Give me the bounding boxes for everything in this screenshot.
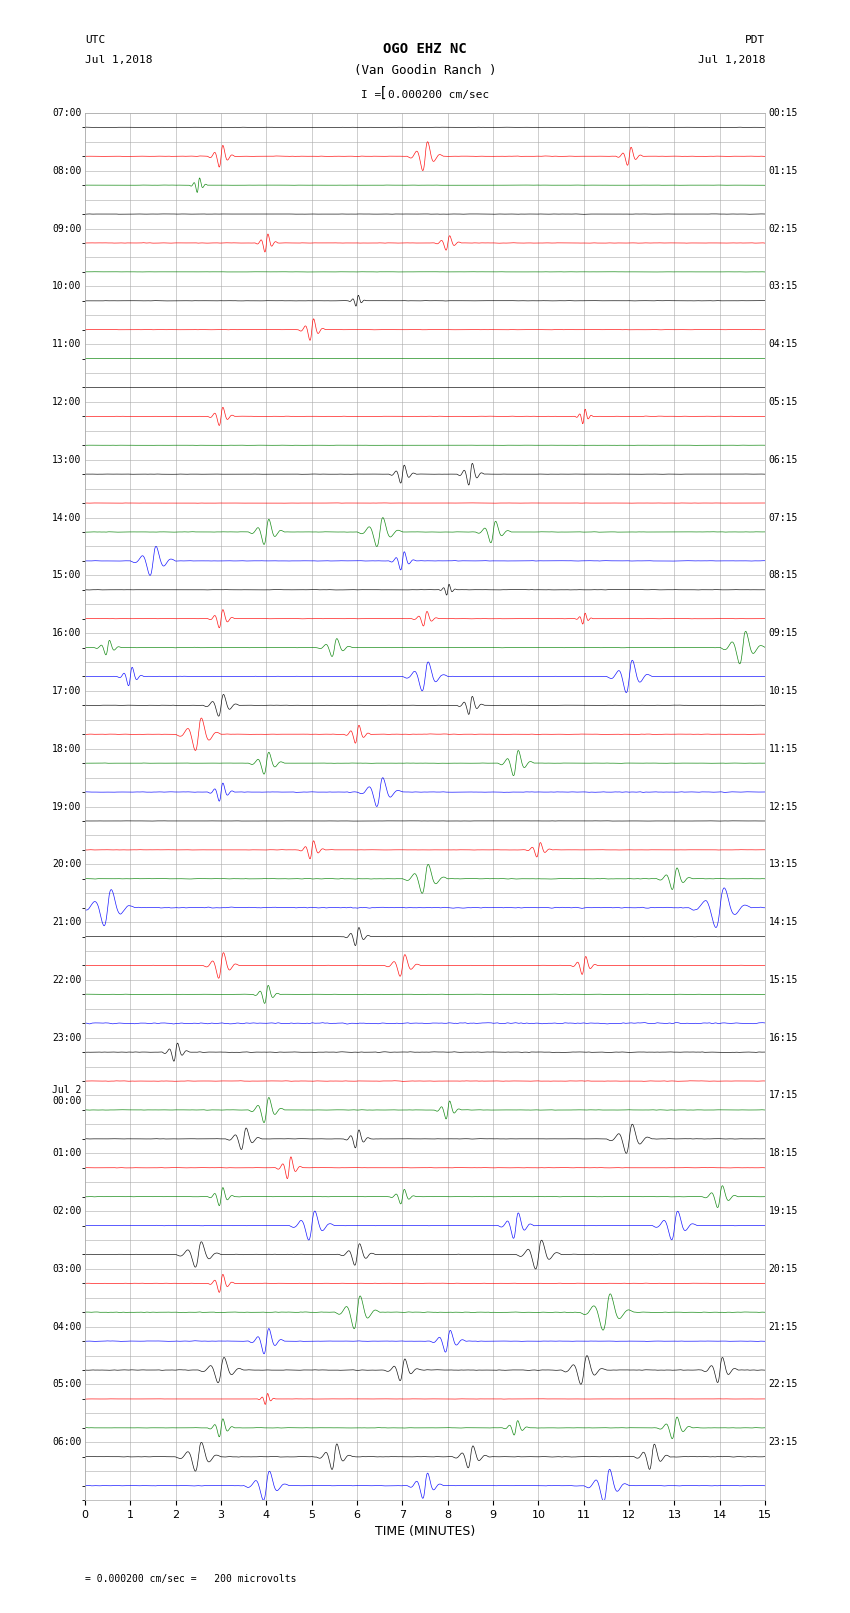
Text: 22:15: 22:15 [768, 1379, 798, 1389]
Text: [: [ [378, 85, 387, 100]
Text: UTC: UTC [85, 35, 105, 45]
Text: 16:00: 16:00 [52, 627, 82, 639]
Text: 01:15: 01:15 [768, 166, 798, 176]
Text: 21:00: 21:00 [52, 918, 82, 927]
Text: 03:00: 03:00 [52, 1265, 82, 1274]
Text: 16:15: 16:15 [768, 1032, 798, 1042]
Text: 14:00: 14:00 [52, 513, 82, 523]
Text: 21:15: 21:15 [768, 1321, 798, 1332]
Text: 07:00: 07:00 [52, 108, 82, 118]
Text: 10:15: 10:15 [768, 686, 798, 695]
Text: (Van Goodin Ranch ): (Van Goodin Ranch ) [354, 65, 496, 77]
Text: 13:15: 13:15 [768, 860, 798, 869]
Text: 23:00: 23:00 [52, 1032, 82, 1042]
Text: 20:15: 20:15 [768, 1265, 798, 1274]
Text: 08:00: 08:00 [52, 166, 82, 176]
Text: PDT: PDT [745, 35, 765, 45]
Text: 18:15: 18:15 [768, 1148, 798, 1158]
Text: 10:00: 10:00 [52, 281, 82, 292]
Text: 23:15: 23:15 [768, 1437, 798, 1447]
Text: 19:00: 19:00 [52, 802, 82, 811]
Text: 13:00: 13:00 [52, 455, 82, 465]
Text: 20:00: 20:00 [52, 860, 82, 869]
Text: 09:15: 09:15 [768, 627, 798, 639]
Text: = 0.000200 cm/sec =   200 microvolts: = 0.000200 cm/sec = 200 microvolts [85, 1574, 297, 1584]
Text: 15:15: 15:15 [768, 974, 798, 986]
Text: Jul 1,2018: Jul 1,2018 [85, 55, 152, 65]
Text: 17:15: 17:15 [768, 1090, 798, 1100]
Text: I = 0.000200 cm/sec: I = 0.000200 cm/sec [361, 90, 489, 100]
Text: 04:15: 04:15 [768, 339, 798, 348]
Text: 11:00: 11:00 [52, 339, 82, 348]
Text: 06:00: 06:00 [52, 1437, 82, 1447]
Text: 14:15: 14:15 [768, 918, 798, 927]
Text: 01:00: 01:00 [52, 1148, 82, 1158]
Text: 19:15: 19:15 [768, 1207, 798, 1216]
Text: 00:15: 00:15 [768, 108, 798, 118]
Text: 06:15: 06:15 [768, 455, 798, 465]
Text: 08:15: 08:15 [768, 571, 798, 581]
Text: 15:00: 15:00 [52, 571, 82, 581]
Text: 07:15: 07:15 [768, 513, 798, 523]
Text: 05:15: 05:15 [768, 397, 798, 406]
Text: Jul 1,2018: Jul 1,2018 [698, 55, 765, 65]
Text: 04:00: 04:00 [52, 1321, 82, 1332]
Text: 02:15: 02:15 [768, 224, 798, 234]
Text: 22:00: 22:00 [52, 974, 82, 986]
Text: 03:15: 03:15 [768, 281, 798, 292]
X-axis label: TIME (MINUTES): TIME (MINUTES) [375, 1526, 475, 1539]
Text: 17:00: 17:00 [52, 686, 82, 695]
Text: 18:00: 18:00 [52, 744, 82, 753]
Text: 11:15: 11:15 [768, 744, 798, 753]
Text: Jul 2
00:00: Jul 2 00:00 [52, 1084, 82, 1107]
Text: OGO EHZ NC: OGO EHZ NC [383, 42, 467, 56]
Text: 12:00: 12:00 [52, 397, 82, 406]
Text: 05:00: 05:00 [52, 1379, 82, 1389]
Text: 12:15: 12:15 [768, 802, 798, 811]
Text: 02:00: 02:00 [52, 1207, 82, 1216]
Text: 09:00: 09:00 [52, 224, 82, 234]
